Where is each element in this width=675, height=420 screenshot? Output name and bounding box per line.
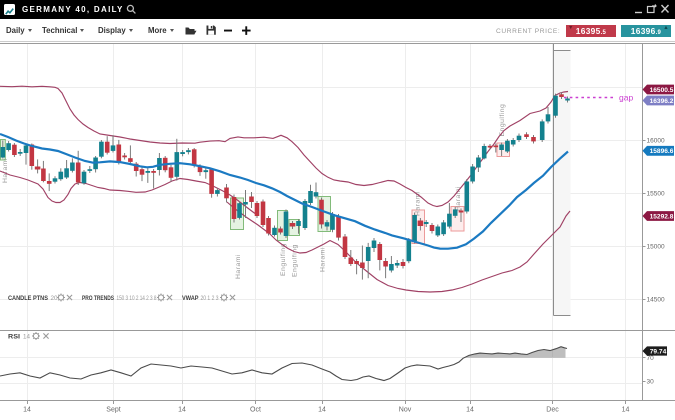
svg-text:14500: 14500: [647, 296, 665, 303]
svg-text:Oct: Oct: [250, 407, 261, 414]
svg-text:14: 14: [178, 407, 186, 414]
svg-text:150 3 10 2 14 2 3 8: 150 3 10 2 14 2 3 8: [117, 295, 157, 302]
svg-text:PRO TRENDS: PRO TRENDS: [82, 295, 114, 302]
svg-text:14: 14: [23, 407, 31, 414]
svg-text:79.74: 79.74: [650, 348, 667, 355]
svg-text:16500.5: 16500.5: [650, 87, 674, 94]
svg-text:Sept: Sept: [106, 407, 120, 414]
svg-text:70: 70: [647, 355, 655, 362]
svg-text:15000: 15000: [647, 243, 665, 250]
svg-text:Harami: Harami: [320, 247, 327, 272]
svg-text:15896.6: 15896.6: [650, 148, 674, 155]
svg-text:Dec: Dec: [546, 407, 559, 414]
svg-text:16000: 16000: [647, 137, 665, 144]
svg-text:gap: gap: [619, 93, 633, 103]
svg-text:VWAP: VWAP: [182, 295, 199, 302]
svg-text:Harami: Harami: [455, 186, 462, 211]
svg-text:20: 20: [51, 295, 59, 302]
svg-text:Engulfing: Engulfing: [499, 104, 506, 137]
svg-text:Harami: Harami: [235, 254, 242, 279]
svg-text:RSI: RSI: [8, 334, 20, 341]
svg-text:14: 14: [318, 407, 326, 414]
svg-text:Harami: Harami: [415, 191, 422, 216]
svg-text:Engulfing: Engulfing: [292, 244, 299, 277]
svg-text:CANDLE PTNS: CANDLE PTNS: [8, 295, 48, 302]
svg-text:14: 14: [466, 407, 474, 414]
svg-text:Engulfing: Engulfing: [280, 243, 287, 276]
svg-text:15500: 15500: [647, 190, 665, 197]
svg-text:15292.8: 15292.8: [650, 213, 674, 220]
svg-text:16396.2: 16396.2: [650, 98, 674, 105]
svg-text:Nov: Nov: [399, 407, 412, 414]
svg-text:14: 14: [23, 334, 31, 341]
svg-text:20 1 2 3: 20 1 2 3: [201, 295, 219, 302]
svg-text:14: 14: [622, 407, 630, 414]
svg-text:Harami: Harami: [2, 158, 9, 183]
svg-text:30: 30: [647, 378, 655, 385]
